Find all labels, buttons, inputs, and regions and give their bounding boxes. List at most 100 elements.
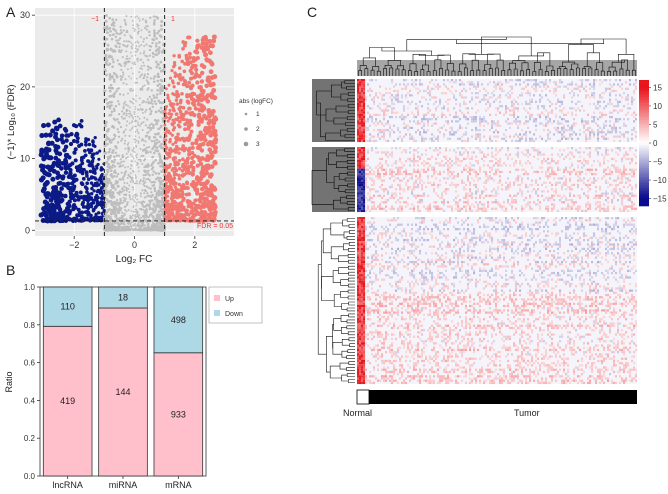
volcano-point-up [181, 183, 186, 187]
volcano-point-up [169, 149, 173, 154]
heatmap-cell [455, 151, 458, 154]
heatmap-cell [465, 157, 468, 161]
volcano-point-not-significant [115, 89, 118, 93]
volcano-point-not-significant [134, 63, 137, 66]
heatmap-cell [605, 153, 608, 156]
heatmap-cell [393, 124, 396, 127]
heatmap-cell [377, 105, 380, 108]
heatmap-cell [393, 111, 396, 114]
volcano-point-not-significant [148, 179, 152, 182]
heatmap-cell [391, 109, 394, 112]
volcano-point-not-significant [110, 228, 113, 232]
heatmap-cell [593, 118, 596, 121]
volcano-point-not-significant [138, 76, 141, 78]
heatmap-cell [623, 122, 626, 125]
heatmap-cell [549, 89, 552, 93]
volcano-point-up [167, 83, 171, 87]
heatmap-cell [359, 124, 362, 127]
volcano-point-down [46, 140, 52, 146]
volcano-point-not-significant [132, 89, 135, 91]
heatmap-cell [493, 164, 496, 167]
volcano-point-up [174, 181, 178, 185]
volcano-point-not-significant [133, 201, 136, 203]
heatmap-cell [439, 151, 442, 154]
heatmap-cell [495, 128, 498, 132]
volcano-point-down [41, 123, 47, 129]
heatmap-cell [471, 135, 474, 138]
volcano-point-up [177, 167, 182, 171]
heatmap-cell [459, 124, 462, 127]
heatmap-cell [531, 166, 534, 169]
volcano-point-not-significant [124, 78, 127, 81]
heatmap-cell [367, 139, 370, 143]
heatmap-cell [635, 155, 638, 158]
heatmap-cell [429, 109, 432, 112]
volcano-point-not-significant [133, 125, 136, 128]
volcano-point-down [63, 157, 68, 163]
heatmap-cell [509, 89, 512, 93]
volcano-point-up [172, 54, 176, 58]
heatmap-cell [627, 94, 630, 97]
heatmap-cell [361, 107, 364, 110]
heatmap-cell [479, 122, 482, 125]
heatmap-cell [363, 118, 366, 121]
volcano-point-not-significant [119, 75, 122, 78]
volcano-point-not-significant [106, 199, 109, 202]
heatmap-cell [485, 139, 488, 143]
volcano-point-not-significant [108, 77, 112, 81]
heatmap-cell [363, 79, 366, 82]
volcano-point-down [89, 181, 94, 185]
volcano-point-up [168, 165, 172, 169]
volcano-point-not-significant [122, 102, 125, 105]
heatmap-cell [361, 153, 364, 156]
volcano-point-down [85, 209, 90, 214]
volcano-point-down [63, 193, 68, 199]
heatmap-cell [389, 92, 392, 95]
volcano-point-down [86, 204, 91, 208]
heatmap-cell [465, 102, 468, 106]
volcano-point-not-significant [146, 118, 149, 121]
volcano-point-not-significant [142, 40, 145, 43]
heatmap-cell [409, 102, 412, 106]
heatmap-cell [543, 107, 546, 110]
heatmap-cell [433, 96, 436, 99]
volcano-point-not-significant [123, 40, 126, 43]
heatmap-cell [603, 137, 606, 140]
volcano-point-down [82, 216, 87, 221]
volcano-point-down [78, 190, 83, 195]
volcano-point-down [47, 132, 53, 138]
heatmap-cell [409, 126, 412, 130]
heatmap-cell [429, 92, 432, 95]
heatmap-cell [607, 87, 610, 90]
volcano-point-up [210, 43, 216, 49]
heatmap-cell [397, 100, 400, 103]
heatmap-cell [505, 111, 508, 114]
volcano-point-not-significant [136, 224, 139, 227]
heatmap-cell [485, 102, 488, 106]
volcano-point-up [168, 108, 172, 112]
heatmap-cell [493, 94, 496, 97]
volcano-point-not-significant [136, 60, 139, 63]
heatmap-cell [375, 113, 378, 116]
volcano-point-not-significant [104, 14, 108, 17]
heatmap-cell [571, 124, 574, 127]
volcano-point-not-significant [123, 223, 126, 226]
heatmap-cell [627, 137, 630, 140]
heatmap-cell [483, 160, 486, 163]
volcano-point-not-significant [125, 152, 128, 155]
heatmap-cell [463, 133, 466, 136]
volcano-point-up [195, 38, 200, 43]
heatmap-cell [473, 118, 476, 121]
volcano-point-not-significant [157, 161, 160, 165]
volcano-point-not-significant [110, 159, 114, 163]
heatmap-cell [417, 105, 420, 108]
heatmap-cell [603, 92, 606, 95]
volcano-point-up [166, 190, 170, 194]
volcano-point-not-significant [126, 68, 129, 71]
heatmap-cell [599, 164, 602, 167]
heatmap-cell [547, 122, 550, 125]
heatmap-cell [361, 109, 364, 112]
heatmap-cell [405, 115, 408, 119]
heatmap-cell [443, 164, 446, 167]
heatmap-cell [357, 131, 360, 134]
